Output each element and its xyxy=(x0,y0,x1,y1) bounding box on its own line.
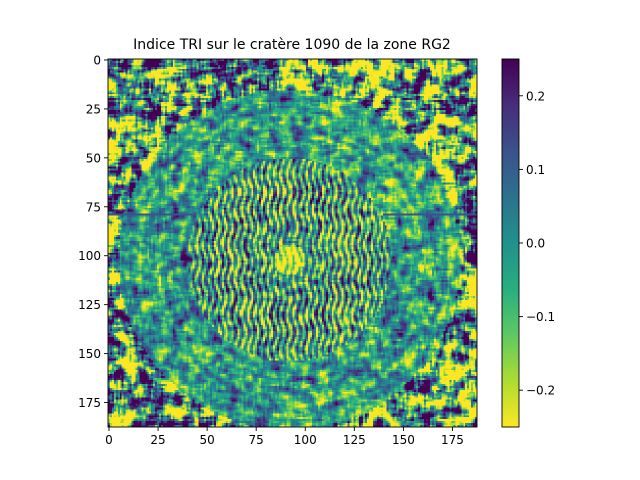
plot-frame xyxy=(107,58,478,428)
y-tick-label: 25 xyxy=(86,102,101,116)
colorbar-tick-label: 0.2 xyxy=(526,89,545,103)
colorbar-tick-label: 0.0 xyxy=(526,237,545,251)
x-tick-label: 25 xyxy=(150,433,165,447)
y-tick-label: 125 xyxy=(78,298,101,312)
x-axis: 0 25 50 75 100 125 150 175 xyxy=(105,427,464,447)
y-axis: 0 25 50 75 100 125 150 175 xyxy=(78,53,108,410)
x-tick-label: 150 xyxy=(392,433,415,447)
heatmap-area xyxy=(107,58,478,428)
y-tick-label: 0 xyxy=(93,53,101,67)
colorbar-tick-label: −0.2 xyxy=(526,384,555,398)
chart-title: Indice TRI sur le cratère 1090 de la zon… xyxy=(133,37,451,53)
x-tick-label: 100 xyxy=(294,433,317,447)
colorbar: 0.2 0.1 0.0 −0.1 −0.2 xyxy=(501,58,555,428)
y-tick-label: 175 xyxy=(78,396,101,410)
y-tick-label: 100 xyxy=(78,249,101,263)
heatmap-image xyxy=(108,59,477,427)
colorbar-ticks: 0.2 0.1 0.0 −0.1 −0.2 xyxy=(519,89,555,398)
x-tick-label: 0 xyxy=(105,433,113,447)
y-tick-label: 50 xyxy=(86,151,101,165)
y-tick-label: 75 xyxy=(86,200,101,214)
x-tick-label: 75 xyxy=(249,433,264,447)
y-tick-label: 150 xyxy=(78,347,101,361)
x-tick-label: 175 xyxy=(441,433,464,447)
colorbar-tick-label: −0.1 xyxy=(526,310,555,324)
x-tick-label: 50 xyxy=(199,433,214,447)
x-tick-label: 125 xyxy=(343,433,366,447)
colorbar-gradient xyxy=(501,58,520,428)
colorbar-tick-label: 0.1 xyxy=(526,163,545,177)
